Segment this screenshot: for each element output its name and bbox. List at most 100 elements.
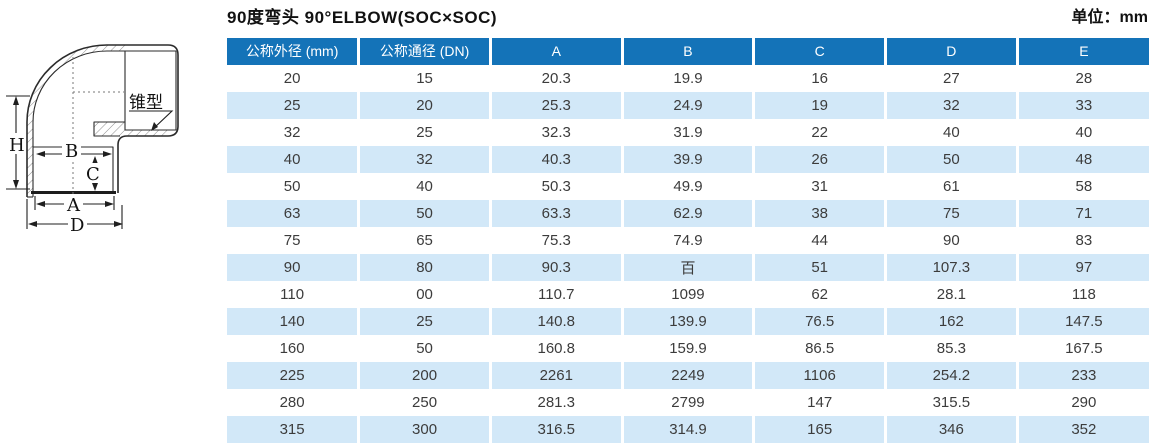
table-cell: 90.3 [490, 254, 624, 281]
spec-table-head: 公称外径 (mm) 公称通径 (DN) A B C D E [227, 38, 1149, 66]
column-header: C [753, 38, 888, 66]
table-cell: 25 [358, 308, 492, 335]
table-cell: 315.5 [885, 389, 1019, 416]
table-cell: 61 [885, 173, 1019, 200]
table-cell: 31.9 [622, 119, 756, 146]
table-cell: 140.8 [490, 308, 624, 335]
table-row: 90 80 90.3 百 51 107.3 97 [227, 254, 1149, 281]
elbow-wall-hatching [27, 45, 169, 197]
table-row: 225 200 2261 2249 1106 254.2 233 [227, 362, 1149, 389]
table-cell: 1099 [622, 281, 756, 308]
table-cell: 65 [358, 227, 492, 254]
table-cell: 110.7 [490, 281, 624, 308]
table-cell: 19 [753, 92, 888, 119]
table-cell: 44 [753, 227, 888, 254]
dimension-label-backgrounds [6, 133, 102, 234]
table-cell: 32 [885, 92, 1019, 119]
table-row: 160 50 160.8 159.9 86.5 85.3 167.5 [227, 335, 1149, 362]
table-cell: 63 [227, 200, 361, 227]
table-cell: 48 [1017, 146, 1149, 173]
table-cell: 140 [227, 308, 361, 335]
table-cell: 74.9 [622, 227, 756, 254]
table-cell: 百 [622, 254, 756, 281]
table-cell: 00 [358, 281, 492, 308]
table-cell: 32 [358, 146, 492, 173]
table-cell: 90 [885, 227, 1019, 254]
dim-label-c: C [86, 164, 100, 185]
table-row: 75 65 75.3 74.9 44 90 83 [227, 227, 1149, 254]
table-cell: 2249 [622, 362, 756, 389]
table-cell: 160 [227, 335, 361, 362]
table-cell: 80 [358, 254, 492, 281]
table-cell: 159.9 [622, 335, 756, 362]
table-cell: 160.8 [490, 335, 624, 362]
table-cell: 107.3 [885, 254, 1019, 281]
table-row: 110 00 110.7 1099 62 28.1 118 [227, 281, 1149, 308]
table-cell: 38 [753, 200, 888, 227]
table-cell: 33 [1017, 92, 1149, 119]
table-cell: 90 [227, 254, 361, 281]
table-cell: 26 [753, 146, 888, 173]
unit-label: 单位：mm [1071, 9, 1148, 26]
table-cell: 32 [227, 119, 361, 146]
table-row: 40 32 40.3 39.9 26 50 48 [227, 146, 1149, 173]
cone-type-label: 锥型 [129, 93, 163, 112]
table-row: 280 250 281.3 2799 147 315.5 290 [227, 389, 1149, 416]
centerlines [72, 57, 124, 203]
title-bar: 90度弯头 90°ELBOW(SOC×SOC) 单位：mm [227, 3, 1148, 28]
table-cell: 75.3 [490, 227, 624, 254]
table-cell: 20.3 [490, 65, 624, 92]
table-cell: 62 [753, 281, 888, 308]
table-cell: 2799 [622, 389, 756, 416]
table-cell: 31 [753, 173, 888, 200]
table-cell: 28.1 [885, 281, 1019, 308]
table-row: 315 300 316.5 314.9 165 346 352 [227, 416, 1149, 443]
table-row: 25 20 25.3 24.9 19 32 33 [227, 92, 1149, 119]
table-cell: 22 [753, 119, 888, 146]
table-cell: 28 [1075, 70, 1093, 88]
table-cell: 147.5 [1017, 308, 1149, 335]
table-cell: 50 [227, 173, 361, 200]
table-cell: 250 [358, 389, 492, 416]
table-cell: 63.3 [490, 200, 624, 227]
table-cell: 314.9 [622, 416, 756, 443]
table-cell: 58 [1075, 178, 1093, 195]
table-cell: 15 [358, 65, 492, 92]
table-cell: 50 [885, 146, 1019, 173]
column-header: A [490, 38, 624, 66]
table-cell: 51 [753, 254, 888, 281]
table-cell: 50 [358, 335, 492, 362]
table-cell: 200 [358, 362, 492, 389]
table-cell: 27 [885, 65, 1019, 92]
table-cell: 32.3 [490, 119, 624, 146]
table-cell: 40 [885, 119, 1019, 146]
dimension-arrowheads [13, 96, 158, 227]
table-cell: 316.5 [490, 416, 624, 443]
table-cell: 2261 [490, 362, 624, 389]
table-cell: 75 [227, 227, 361, 254]
table-cell: 254.2 [885, 362, 1019, 389]
table-cell: 280 [227, 389, 361, 416]
table-cell: 40.3 [490, 146, 624, 173]
table-cell: 118 [1071, 286, 1096, 303]
table-cell: 165 [753, 416, 888, 443]
table-cell: 76.5 [753, 308, 888, 335]
table-cell: 162 [885, 308, 1019, 335]
elbow-technical-drawing: H B C A D 锥型 [6, 44, 179, 236]
table-cell: 25 [358, 119, 492, 146]
table-cell: 290 [1071, 394, 1097, 411]
table-row: 140 25 140.8 139.9 76.5 162 147.5 [227, 308, 1149, 335]
table-cell: 50 [358, 200, 492, 227]
table-cell: 19.9 [622, 65, 756, 92]
table-cell: 40 [227, 146, 361, 173]
column-header: D [885, 38, 1019, 66]
table-body: 20 15 20.3 19.9 16 27 28 25 20 25.3 24.9 19 32 33 32 25… [227, 65, 1149, 443]
table-cell: 300 [358, 416, 492, 443]
dim-label-b: B [65, 141, 78, 162]
column-header: 公称外径 (mm) [227, 38, 361, 66]
table-cell: 139.9 [622, 308, 756, 335]
table-row: 32 25 32.3 31.9 22 40 40 [227, 119, 1149, 146]
table-cell: 225 [227, 362, 361, 389]
table-cell: 75 [885, 200, 1019, 227]
dim-label-h: H [9, 135, 25, 156]
